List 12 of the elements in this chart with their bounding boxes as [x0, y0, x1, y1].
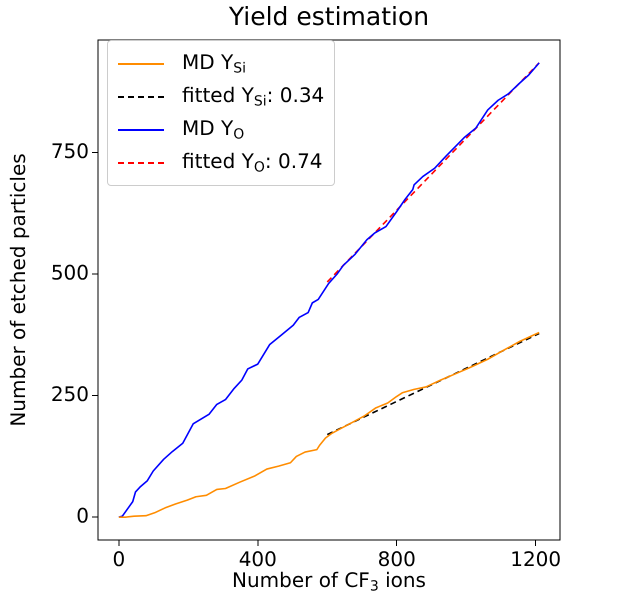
- y-tick-label: 0: [76, 503, 89, 528]
- legend-label: MD Y$_{Si}$: [182, 50, 246, 77]
- x-tick-label: 0: [112, 547, 126, 572]
- y-tick-label: 500: [50, 260, 89, 284]
- legend-label: MD Y$_{O}$: [182, 116, 244, 143]
- y-tick-label: 250: [50, 382, 89, 406]
- y-axis-title: Number of etched particles: [6, 153, 30, 427]
- legend-label: fitted Y$_{Si}$: 0.34: [182, 83, 324, 110]
- chart-title: Yield estimation: [228, 2, 430, 31]
- x-tick-label: 1200: [510, 547, 562, 572]
- legend-label: fitted Y$_{O}$: 0.74: [182, 149, 323, 176]
- y-tick-label: 750: [50, 138, 89, 163]
